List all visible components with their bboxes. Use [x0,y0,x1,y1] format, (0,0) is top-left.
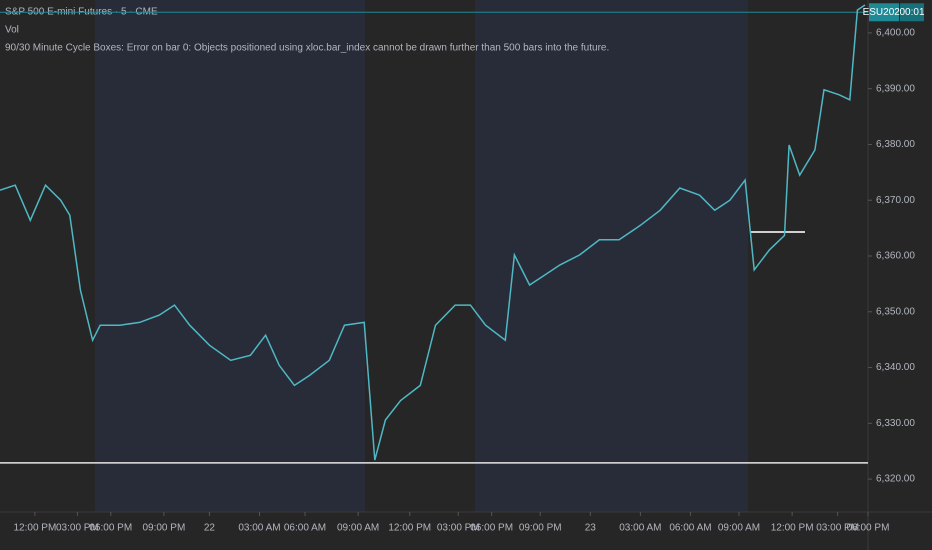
session-shade [475,0,748,512]
y-tick-label: 6,400.00 [876,28,915,39]
indicator-label: 90/30 Minute Cycle Boxes: Error on bar 0… [5,43,609,54]
x-tick-label: 03:00 AM [619,523,661,534]
y-tick-label: 6,320.00 [876,474,915,485]
x-tick-label: 06:00 PM [89,523,132,534]
y-tick-label: 6,340.00 [876,362,915,373]
y-tick-label: 6,360.00 [876,251,915,262]
x-tick-label: 06:00 PM [847,523,890,534]
x-tick-label: 03:00 AM [238,523,280,534]
countdown: 00:01 [899,7,924,18]
x-tick-label: 09:00 PM [142,523,185,534]
y-tick-label: 6,370.00 [876,195,915,206]
indicator-label: Vol [5,25,19,36]
x-tick-label: 23 [585,523,597,534]
x-tick-label: 09:00 AM [337,523,379,534]
y-tick-label: 6,350.00 [876,306,915,317]
x-tick-label: 12:00 PM [13,523,56,534]
x-tick-label: 06:00 AM [669,523,711,534]
session-shade [95,0,365,512]
x-tick-label: 03:00 PM [56,523,99,534]
x-tick-label: 12:00 PM [771,523,814,534]
x-tick-label: 09:00 AM [718,523,760,534]
x-tick-label: 09:00 PM [519,523,562,534]
y-tick-label: 6,380.00 [876,139,915,150]
x-tick-label: 06:00 AM [284,523,326,534]
x-tick-label: 03:00 PM [437,523,480,534]
x-tick-label: 06:00 PM [470,523,513,534]
price-line [0,4,866,461]
x-tick-label: 03:00 PM [816,523,859,534]
y-tick-label: 6,390.00 [876,83,915,94]
countdown-tag [900,3,924,22]
y-tick-label: 6,330.00 [876,418,915,429]
symbol-label: ESU2025 [863,7,906,18]
symbol-tag [869,3,899,22]
x-tick-label: 12:00 PM [388,523,431,534]
x-tick-label: 22 [204,523,216,534]
